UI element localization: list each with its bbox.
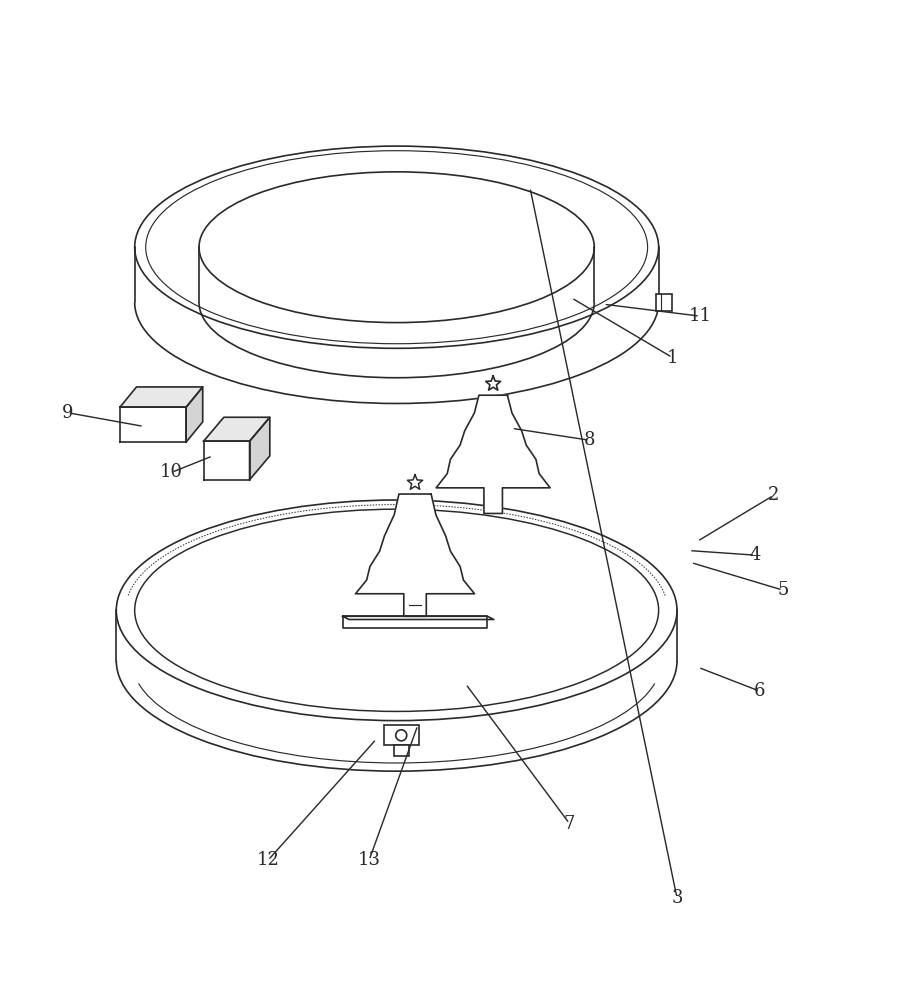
Text: 5: 5	[777, 581, 788, 599]
Polygon shape	[343, 616, 494, 619]
Ellipse shape	[199, 172, 595, 323]
Text: 1: 1	[667, 349, 679, 367]
Polygon shape	[436, 395, 550, 513]
Polygon shape	[343, 616, 488, 628]
Ellipse shape	[135, 146, 658, 348]
Text: 4: 4	[750, 546, 761, 564]
Text: 7: 7	[563, 815, 575, 833]
Text: 8: 8	[584, 431, 596, 449]
Text: 12: 12	[256, 851, 279, 869]
Text: 3: 3	[671, 889, 683, 907]
Polygon shape	[186, 387, 203, 442]
Polygon shape	[120, 387, 203, 407]
Polygon shape	[384, 725, 419, 745]
Text: 9: 9	[62, 404, 74, 422]
Polygon shape	[204, 441, 250, 480]
Polygon shape	[394, 745, 408, 756]
Text: 13: 13	[358, 851, 381, 869]
Polygon shape	[356, 494, 475, 616]
Text: 6: 6	[754, 682, 765, 700]
Polygon shape	[120, 407, 186, 442]
Polygon shape	[486, 376, 501, 390]
Circle shape	[396, 730, 407, 741]
Polygon shape	[656, 294, 672, 311]
Text: 10: 10	[160, 463, 183, 481]
Ellipse shape	[135, 509, 658, 711]
Polygon shape	[204, 417, 270, 441]
Text: 2: 2	[768, 486, 779, 504]
Polygon shape	[408, 475, 422, 489]
Ellipse shape	[116, 500, 677, 721]
Text: 11: 11	[689, 307, 712, 325]
Polygon shape	[250, 417, 270, 480]
